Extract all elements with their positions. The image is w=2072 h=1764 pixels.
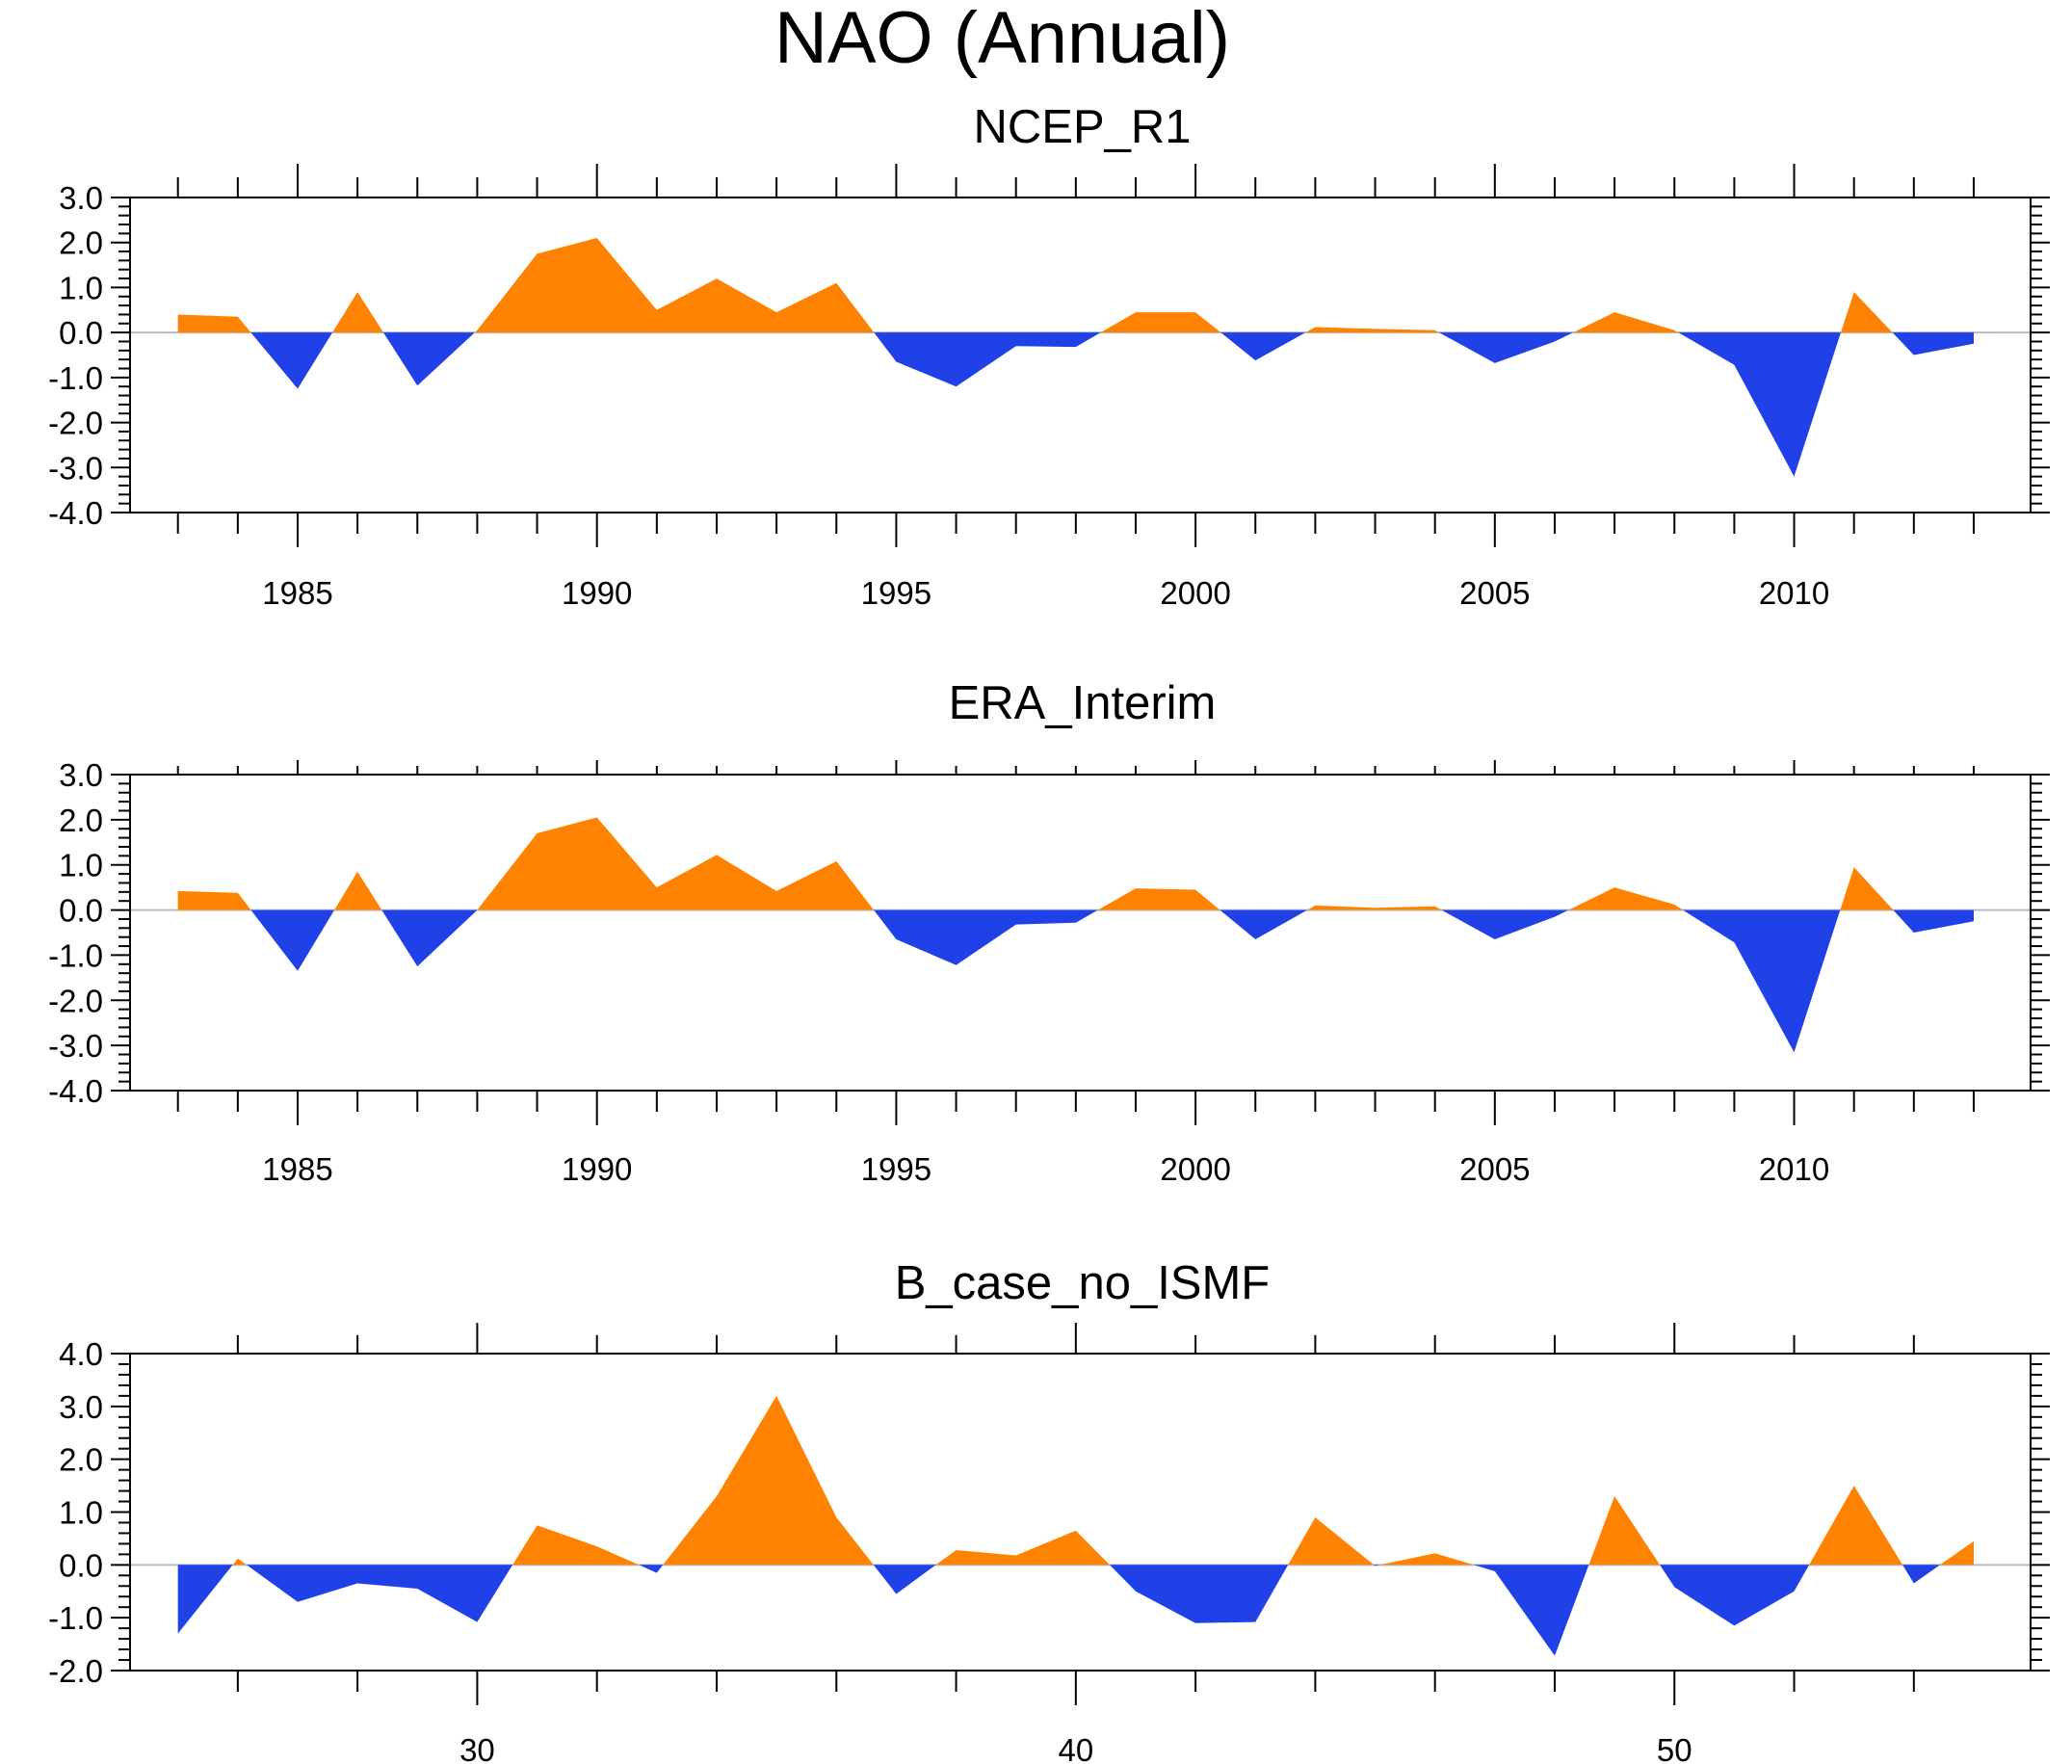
positive-area-12 xyxy=(1841,292,1893,333)
y-tick-label: 2.0 xyxy=(59,803,103,838)
positive-area-10 xyxy=(1573,312,1679,333)
positive-area-8 xyxy=(1307,905,1442,910)
negative-area-8 xyxy=(1110,1565,1289,1623)
x-tick-label: 1985 xyxy=(262,1151,332,1187)
y-tick-label: 0.0 xyxy=(59,893,103,929)
plot-frame xyxy=(129,1353,2032,1672)
negative-area-1 xyxy=(250,909,335,971)
panel-b-case-no-ismf: 4.0 3.0 2.0 1.0 0.0 -1.0 -2.0 30 40 50 xyxy=(48,1323,2050,1764)
plot-frame xyxy=(129,197,2032,513)
positive-area-11 xyxy=(1379,1553,1474,1566)
y-tick-label: 2.0 xyxy=(59,225,103,261)
positive-area-8 xyxy=(1305,327,1439,333)
positive-area-9 xyxy=(1288,1517,1375,1566)
x-tick-label: 50 xyxy=(1657,1732,1692,1764)
negative-area-4 xyxy=(639,1565,664,1573)
negative-area-7 xyxy=(1220,332,1306,361)
x-tick-label: 2005 xyxy=(1459,1151,1530,1187)
negative-area-3 xyxy=(381,909,478,967)
y-tick-label: 1.0 xyxy=(59,270,103,305)
y-tick-label: 0.0 xyxy=(59,1547,103,1583)
positive-area-13 xyxy=(1588,1496,1661,1566)
positive-area-0 xyxy=(177,314,251,333)
positive-area-1 xyxy=(232,1558,247,1566)
y-tick-label: 4.0 xyxy=(59,1336,103,1372)
x-tick-label: 1995 xyxy=(861,575,931,611)
x-tick-label: 2000 xyxy=(1160,1151,1230,1187)
negative-area-12 xyxy=(1473,1565,1589,1656)
positive-area-0 xyxy=(177,890,251,910)
y-tick-label: 1.0 xyxy=(59,848,103,883)
y-tick-label: -2.0 xyxy=(48,406,103,441)
negative-area-9 xyxy=(1441,909,1569,939)
y-tick-label: 3.0 xyxy=(59,1389,103,1425)
negative-area-2 xyxy=(246,1565,513,1622)
panel-era-interim: 3.0 2.0 1.0 0.0 -1.0 -2.0 -3.0 -4.0 1985 1990 1995… xyxy=(48,757,2050,1187)
panel-title-ncep: NCEP_R1 xyxy=(973,101,1192,153)
y-tick-label: 3.0 xyxy=(59,757,103,793)
positive-area-3 xyxy=(512,1525,640,1566)
negative-area-9 xyxy=(1438,332,1574,363)
x-tick-label: 2005 xyxy=(1459,575,1530,611)
negative-area-7 xyxy=(1220,909,1308,939)
negative-area-1 xyxy=(250,332,333,389)
x-tick-label: 1995 xyxy=(861,1151,931,1187)
negative-area-10 xyxy=(1374,1565,1380,1567)
negative-area-5 xyxy=(874,332,1101,387)
y-tick-label: -4.0 xyxy=(48,1073,103,1109)
negative-area-13 xyxy=(1892,332,1974,355)
x-tick-label: 30 xyxy=(459,1732,495,1764)
y-tick-label: -2.0 xyxy=(48,1653,103,1689)
y-tick-label: 3.0 xyxy=(59,180,103,216)
positive-area-15 xyxy=(1809,1486,1903,1566)
y-tick-label: 2.0 xyxy=(59,1442,103,1478)
panel-title-era: ERA_Interim xyxy=(948,677,1217,729)
positive-area-2 xyxy=(332,292,383,333)
negative-area-13 xyxy=(1893,909,1974,933)
positive-area-4 xyxy=(477,817,875,910)
panel-ncep-r1: 3.0 2.0 1.0 0.0 -1.0 -2.0 -3.0 -4.0 1985 1990 1995… xyxy=(48,164,2050,611)
y-tick-label: 0.0 xyxy=(59,315,103,351)
negative-area-5 xyxy=(874,909,1098,965)
positive-area-17 xyxy=(1940,1540,1974,1566)
positive-area-12 xyxy=(1840,867,1894,910)
y-tick-label: -3.0 xyxy=(48,450,103,486)
main-title: NAO (Annual) xyxy=(774,0,1231,79)
positive-area-7 xyxy=(935,1530,1110,1566)
negative-area-11 xyxy=(1683,909,1841,1053)
positive-area-6 xyxy=(1100,312,1221,333)
negative-area-11 xyxy=(1678,332,1841,477)
negative-area-14 xyxy=(1660,1565,1810,1626)
y-tick-label: -3.0 xyxy=(48,1028,103,1064)
x-tick-label: 1990 xyxy=(562,575,632,611)
positive-area-10 xyxy=(1568,887,1684,910)
y-tick-label: -4.0 xyxy=(48,495,103,531)
x-tick-label: 40 xyxy=(1058,1732,1093,1764)
x-tick-label: 2010 xyxy=(1759,1151,1829,1187)
positive-area-6 xyxy=(1097,888,1220,910)
negative-area-6 xyxy=(873,1565,936,1594)
y-tick-label: -1.0 xyxy=(48,1600,103,1636)
panel-title-bcase: B_case_no_ISMF xyxy=(894,1257,1271,1309)
plot-frame xyxy=(129,774,2032,1092)
y-tick-label: -2.0 xyxy=(48,983,103,1018)
y-tick-label: -1.0 xyxy=(48,937,103,973)
y-tick-label: -1.0 xyxy=(48,360,103,396)
negative-area-16 xyxy=(1902,1565,1940,1584)
negative-area-3 xyxy=(383,332,475,386)
y-tick-label: 1.0 xyxy=(59,1495,103,1531)
positive-area-5 xyxy=(663,1395,874,1566)
x-tick-label: 1985 xyxy=(262,575,332,611)
positive-area-4 xyxy=(474,238,875,333)
x-tick-label: 2000 xyxy=(1160,575,1230,611)
positive-area-2 xyxy=(334,871,382,910)
negative-area-0 xyxy=(177,1565,233,1634)
x-tick-label: 2010 xyxy=(1759,575,1829,611)
x-tick-label: 1990 xyxy=(562,1151,632,1187)
